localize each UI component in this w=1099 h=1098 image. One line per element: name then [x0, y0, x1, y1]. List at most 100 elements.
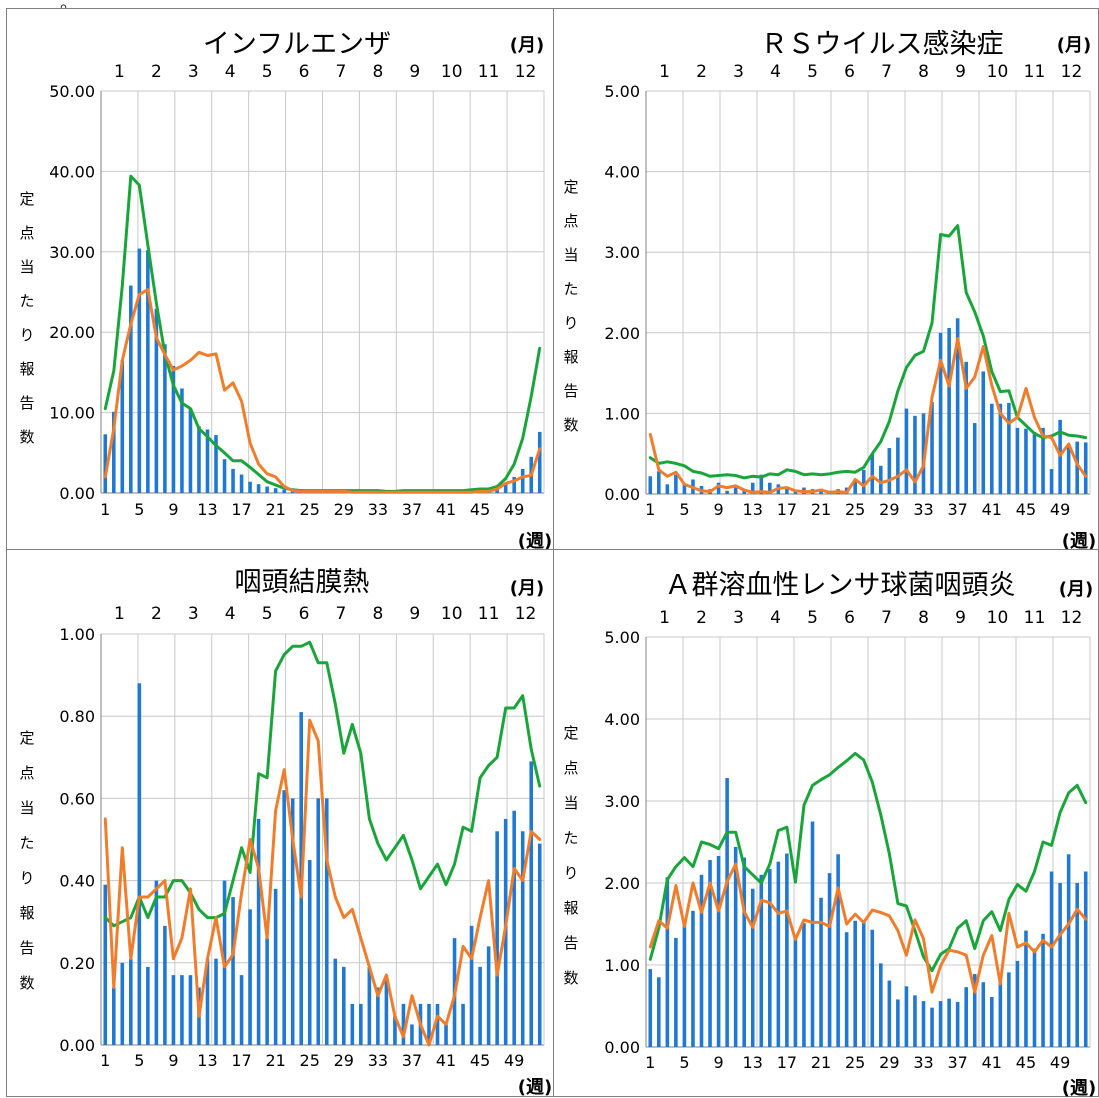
bar — [657, 471, 661, 494]
y-tick-label: 20.00 — [49, 323, 95, 342]
x-tick-label: 13 — [197, 1051, 217, 1070]
bar — [350, 1003, 355, 1045]
y-tick-label: 4.00 — [604, 710, 640, 729]
x-tick-label: 49 — [504, 500, 524, 519]
x-tick-label: 37 — [402, 1051, 422, 1070]
x-tick-label: 45 — [470, 500, 490, 519]
bar — [750, 888, 755, 1047]
x-tick-label: 25 — [845, 500, 865, 519]
bar — [137, 683, 142, 1045]
bar — [171, 365, 176, 493]
x-tick-label: 25 — [300, 1051, 320, 1070]
bar — [537, 843, 542, 1045]
bar — [1007, 972, 1011, 1047]
bar — [359, 1003, 363, 1045]
month-label: 1 — [114, 604, 125, 624]
bar — [197, 426, 201, 493]
bar — [699, 874, 704, 1047]
bar — [520, 468, 525, 493]
bar — [972, 974, 977, 1047]
bar — [879, 465, 883, 494]
x-tick-label: 13 — [743, 1053, 763, 1072]
y-tick-label: 0.00 — [59, 484, 95, 503]
bar — [154, 880, 159, 1045]
x-tick-label: 17 — [777, 500, 797, 519]
month-label: 8 — [372, 62, 383, 82]
bar — [435, 1003, 440, 1045]
bar — [376, 987, 380, 1045]
bar — [282, 489, 286, 493]
month-label: 1 — [114, 62, 125, 82]
x-tick-label: 37 — [402, 500, 422, 519]
x-tick-label: 17 — [777, 1053, 797, 1072]
bar — [401, 1003, 406, 1045]
bar — [1058, 419, 1062, 494]
month-label: 7 — [336, 604, 347, 624]
bar — [316, 798, 321, 1045]
x-tick-label: 45 — [1016, 1053, 1036, 1072]
bar — [955, 1001, 960, 1047]
bar — [1041, 933, 1045, 1047]
bar — [665, 877, 670, 1047]
chart-svg: インフルエンザ (月) (週) 0.00 10.00 20.00 30.00 40.00… — [19, 29, 552, 551]
bar — [742, 857, 746, 1047]
month-label: 5 — [262, 62, 273, 82]
bar — [1032, 948, 1037, 1047]
month-label: 12 — [1061, 608, 1083, 628]
orange-series-line — [648, 336, 1088, 494]
bar — [802, 923, 806, 1047]
bar — [1015, 427, 1020, 494]
bar — [512, 810, 516, 1045]
bar — [930, 402, 934, 494]
bar — [1041, 427, 1045, 494]
x-tick-label: 33 — [368, 1051, 388, 1070]
chart-panel-rs-virus: ＲＳウイルス感染症 (月) (週) 0.00 1.00 2.00 3.00 4.00 5.… — [553, 8, 1099, 551]
x-tick-label: 17 — [231, 1051, 251, 1070]
bar — [887, 980, 892, 1047]
month-label: 6 — [844, 62, 855, 82]
month-label: 3 — [733, 608, 744, 628]
y-tick-label: 3.00 — [604, 243, 640, 262]
bar — [742, 489, 746, 494]
x-tick-label: 17 — [231, 500, 251, 519]
x-tick-label: 1 — [645, 1053, 655, 1072]
x-tick-label: 33 — [368, 500, 388, 519]
x-tick-label: 49 — [1050, 1053, 1070, 1072]
bar — [972, 423, 977, 494]
x-tick-label: 5 — [679, 1053, 689, 1072]
chart-svg: Ａ群溶血性レンサ球菌咽頭炎 (月) (週) 0.00 1.00 2.00 3.00 4.… — [563, 570, 1096, 1098]
bar — [836, 854, 840, 1047]
bar — [469, 925, 474, 1045]
x-tick-label: 9 — [713, 1053, 723, 1072]
week-unit-label: (週) — [518, 531, 552, 551]
x-tick-label: 41 — [436, 500, 456, 519]
month-label: 8 — [918, 608, 929, 628]
bar — [1049, 871, 1054, 1047]
bar — [1058, 883, 1062, 1047]
bar — [759, 874, 764, 1047]
bar — [682, 484, 687, 494]
bar — [1066, 854, 1071, 1047]
bar — [342, 966, 346, 1045]
bar — [981, 371, 986, 494]
bar — [861, 922, 866, 1047]
chart-panel-influenza: インフルエンザ (月) (週) 0.00 10.00 20.00 30.00 40.00… — [6, 8, 554, 551]
bar — [444, 1024, 448, 1045]
month-label: 8 — [918, 62, 929, 82]
bar — [239, 474, 244, 493]
x-tick-label: 49 — [504, 1051, 524, 1070]
green-series-line — [648, 751, 1088, 973]
bar — [657, 977, 661, 1047]
bar — [844, 932, 849, 1047]
bar — [1007, 402, 1011, 494]
x-tick-label: 45 — [470, 1051, 490, 1070]
y-tick-label: 3.00 — [604, 792, 640, 811]
x-tick-label: 29 — [879, 1053, 899, 1072]
bar — [750, 482, 755, 494]
x-tick-label: 9 — [713, 500, 723, 519]
bar — [964, 361, 968, 494]
month-label: 10 — [987, 608, 1009, 628]
month-label: 6 — [299, 62, 310, 82]
bar — [205, 958, 210, 1045]
bar — [1024, 930, 1028, 1047]
